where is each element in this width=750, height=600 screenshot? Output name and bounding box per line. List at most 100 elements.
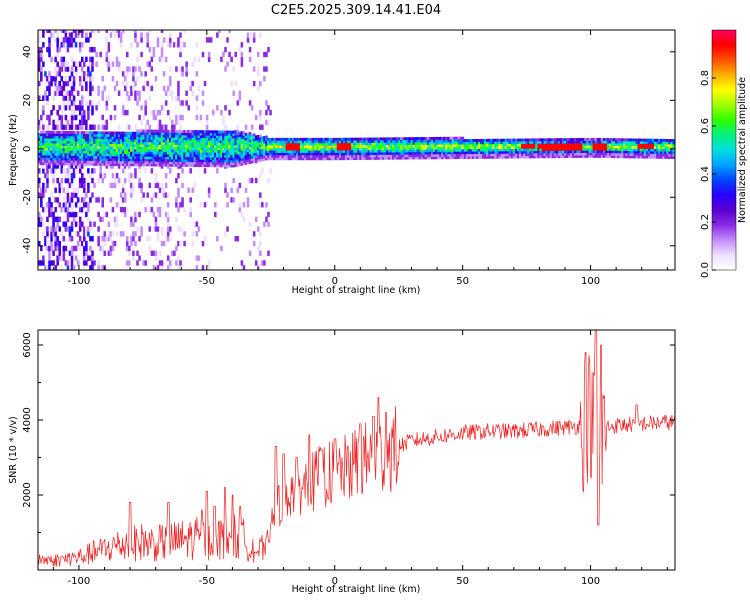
spectrogram-cell <box>56 46 59 53</box>
spectrogram-cell <box>670 155 673 159</box>
spectrogram-cell <box>121 146 125 150</box>
spectrogram-cell <box>171 139 174 143</box>
spectrogram-cell <box>662 141 665 145</box>
spectrogram-cell <box>123 131 127 135</box>
spectrogram-cell <box>128 155 131 159</box>
spectrogram-cell <box>344 154 348 158</box>
spectrogram-cell <box>322 142 326 146</box>
spectrogram-cell <box>328 142 332 146</box>
spectrogram-cell <box>187 147 190 150</box>
snr-y-tick-label: 6000 <box>22 332 33 357</box>
spectrogram-cell <box>271 157 274 161</box>
spectrogram-cell <box>115 158 119 162</box>
spectrogram-cell <box>351 147 354 151</box>
spectrogram-cell <box>344 149 348 153</box>
spectrogram-cell <box>654 138 657 142</box>
spectrogram-cell <box>459 148 463 152</box>
spectrogram-cell <box>123 158 127 162</box>
spectrogram-cell <box>316 150 319 153</box>
spectrogram-cell <box>46 85 49 92</box>
spectrogram-cell <box>156 37 160 43</box>
spectrogram-cell <box>195 221 199 227</box>
spectrogram-cell <box>608 142 612 146</box>
spectrogram-cell <box>58 226 62 232</box>
spectrogram-cell <box>44 236 47 242</box>
spectrogram-cell <box>447 141 450 145</box>
spectrogram-cell <box>142 144 145 147</box>
spectrogram-cell <box>265 202 268 208</box>
spectrogram-cell <box>385 137 389 141</box>
spectrogram-cell <box>85 124 88 130</box>
spectrogram-cell <box>647 150 651 154</box>
spectrogram-cell <box>68 32 72 38</box>
spectrogram-cell <box>115 56 119 63</box>
spectrogram-cell <box>263 145 266 149</box>
spectrogram-cell <box>471 153 475 157</box>
spectrogram-cell <box>351 152 354 156</box>
spectrogram-cell <box>89 140 92 144</box>
spectrogram-cell <box>60 143 64 146</box>
spectrogram-cell <box>201 137 205 141</box>
spectrogram-cell <box>643 138 647 142</box>
spectrogram-cell <box>52 142 55 146</box>
spectrogram-cell <box>664 148 667 152</box>
spectrogram-cell <box>101 216 104 223</box>
spectrogram-cell <box>46 159 49 163</box>
spectrogram-cell <box>250 136 254 140</box>
spectrogram-cell <box>568 147 571 151</box>
spectrogram-cell <box>60 90 64 96</box>
spectrogram-cell <box>373 137 377 141</box>
spectrogram-cell <box>514 148 518 152</box>
spectrogram-cell <box>148 236 152 242</box>
spectrogram-cell <box>66 80 70 87</box>
spectrogram-cell <box>91 136 94 140</box>
spectrogram-cell <box>248 32 252 38</box>
spectrogram-cell <box>103 119 107 126</box>
spectrogram-cell <box>254 145 258 149</box>
spectrogram-cell <box>99 160 102 164</box>
spectrogram-cell <box>592 142 596 146</box>
spectrogram-cell <box>117 150 121 154</box>
spectrogram-cell <box>38 32 41 38</box>
spectrogram-cell <box>126 141 129 145</box>
spectrogram-cell <box>138 95 141 101</box>
spectrogram-cell <box>164 139 168 143</box>
spectrogram-cell <box>256 134 260 138</box>
spectrogram-cell <box>46 154 49 158</box>
spectrogram-cell <box>510 148 514 152</box>
spectrogram-cell <box>140 71 143 77</box>
spectrogram-cell <box>289 152 293 156</box>
spectrogram-cell <box>80 182 84 189</box>
snr-y-axis-label: SNR (10 * v/v) <box>8 416 19 484</box>
spectrogram-cell <box>54 206 57 213</box>
spectrogram-cell <box>437 141 440 145</box>
spectrogram-cell <box>490 146 493 150</box>
spectrogram-cell <box>150 139 154 143</box>
spectrogram-cell <box>164 236 168 242</box>
spectrogram-cell <box>443 148 446 152</box>
spectrogram-cell <box>87 202 90 208</box>
spectrogram-cell <box>89 226 92 232</box>
spectrogram-cell <box>89 136 92 140</box>
spectrogram-cell <box>183 163 186 167</box>
spectrogram-cell <box>113 32 117 38</box>
spectrogram-cell <box>633 153 637 156</box>
spectrogram-cell <box>629 138 633 142</box>
spectrogram-cell <box>287 145 291 149</box>
spectrogram-cell <box>171 141 174 145</box>
spectrogram-cell <box>193 182 197 189</box>
spectrogram-cell <box>70 265 74 270</box>
spectrogram-cell <box>359 137 362 141</box>
spectrogram-cell <box>62 255 66 261</box>
spectrogram-cell <box>99 133 102 137</box>
spectrogram-cell <box>207 147 211 151</box>
spectrogram-cell <box>130 85 133 92</box>
spectrogram-cell <box>203 156 207 160</box>
spectrogram-cell <box>89 162 92 166</box>
spectrogram-cell <box>152 226 156 232</box>
spectrogram-cell <box>164 154 168 157</box>
spectrogram-cell <box>443 153 446 157</box>
spectrogram-cell <box>56 85 59 92</box>
spectrogram-cell <box>97 153 100 157</box>
spectrogram-cell <box>76 160 80 164</box>
